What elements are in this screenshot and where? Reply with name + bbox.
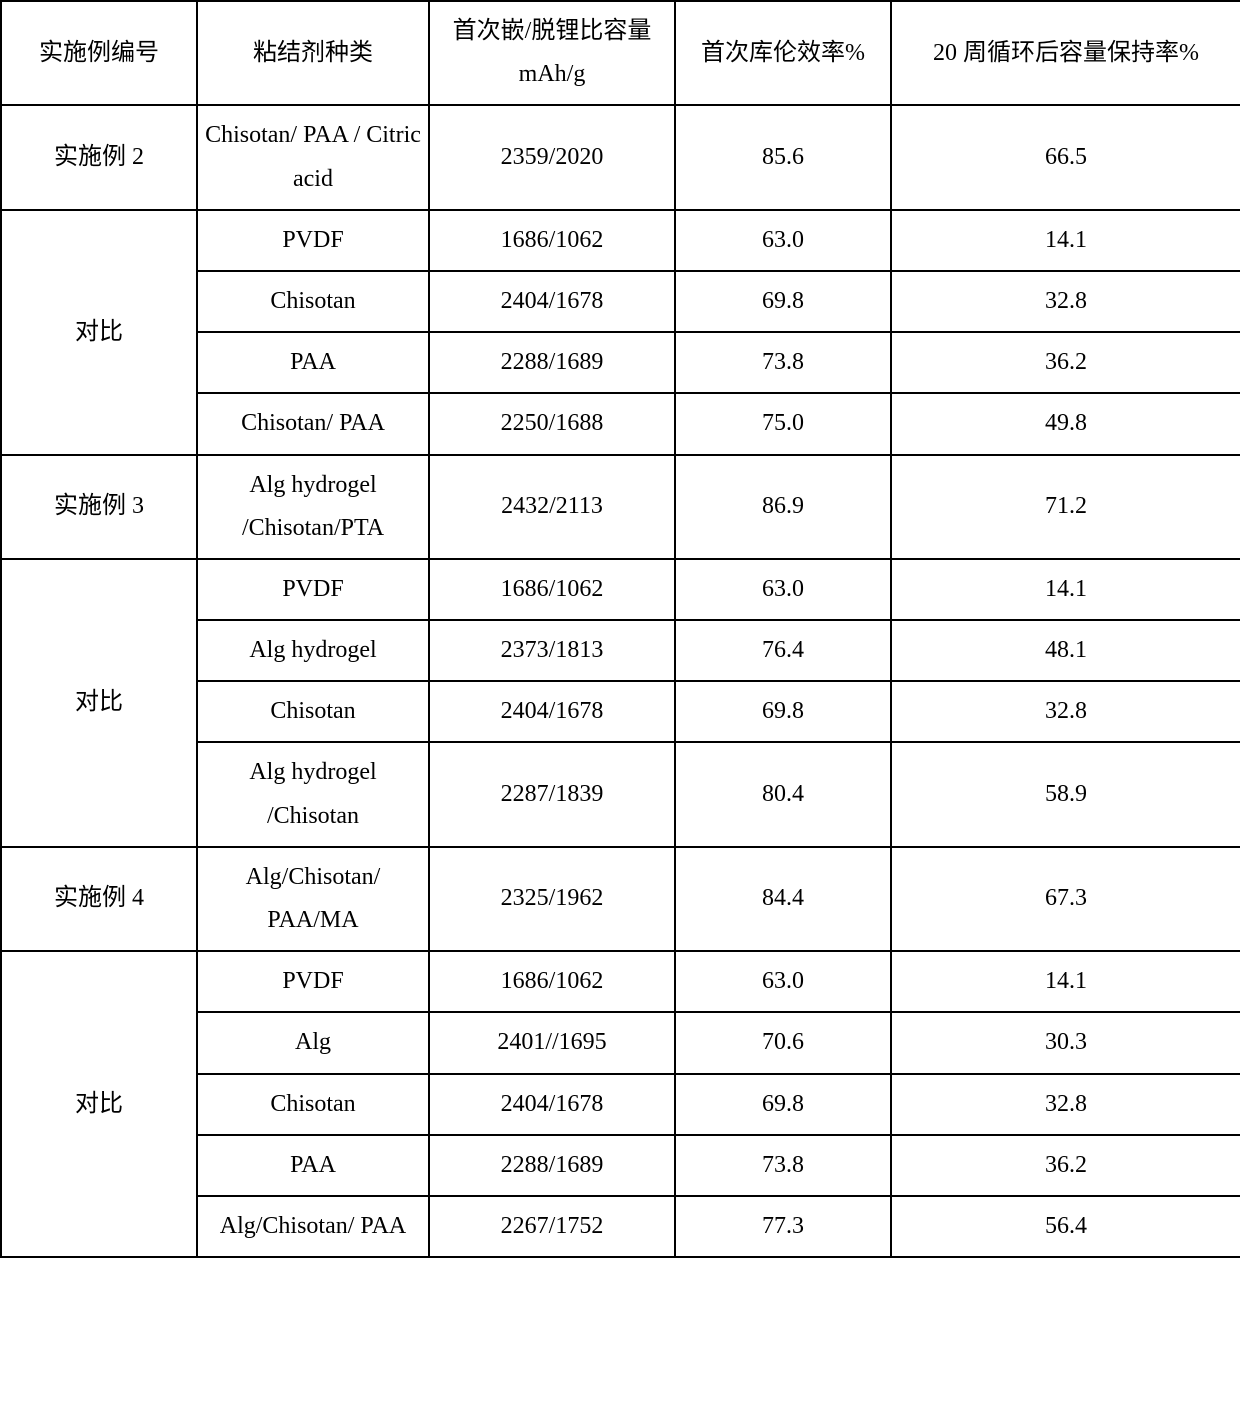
capacity-cell: 2404/1678 <box>429 1074 675 1135</box>
retention-cell: 32.8 <box>891 271 1240 332</box>
efficiency-cell: 84.4 <box>675 847 891 951</box>
retention-cell: 56.4 <box>891 1196 1240 1257</box>
capacity-cell: 1686/1062 <box>429 951 675 1012</box>
retention-cell: 49.8 <box>891 393 1240 454</box>
header-example-number: 实施例编号 <box>1 1 197 105</box>
efficiency-cell: 69.8 <box>675 271 891 332</box>
binder-type-cell: Chisotan <box>197 681 429 742</box>
retention-cell: 30.3 <box>891 1012 1240 1073</box>
efficiency-cell: 75.0 <box>675 393 891 454</box>
header-retention: 20 周循环后容量保持率% <box>891 1 1240 105</box>
capacity-cell: 2288/1689 <box>429 1135 675 1196</box>
efficiency-cell: 73.8 <box>675 332 891 393</box>
binder-type-cell: PVDF <box>197 951 429 1012</box>
capacity-cell: 2288/1689 <box>429 332 675 393</box>
example-number-cell: 对比 <box>1 951 197 1257</box>
capacity-cell: 2404/1678 <box>429 681 675 742</box>
capacity-cell: 2250/1688 <box>429 393 675 454</box>
efficiency-cell: 73.8 <box>675 1135 891 1196</box>
retention-cell: 14.1 <box>891 559 1240 620</box>
table-row: 实施例 3Alg hydrogel /Chisotan/PTA2432/2113… <box>1 455 1240 559</box>
retention-cell: 32.8 <box>891 681 1240 742</box>
table-body: 实施例编号 粘结剂种类 首次嵌/脱锂比容量 mAh/g 首次库伦效率% 20 周… <box>1 1 1240 1257</box>
retention-cell: 14.1 <box>891 210 1240 271</box>
capacity-cell: 2359/2020 <box>429 105 675 209</box>
capacity-cell: 2401//1695 <box>429 1012 675 1073</box>
binder-type-cell: Alg/Chisotan/ PAA/MA <box>197 847 429 951</box>
capacity-cell: 2325/1962 <box>429 847 675 951</box>
table-row: 对比PVDF1686/106263.014.1 <box>1 951 1240 1012</box>
binder-type-cell: Alg <box>197 1012 429 1073</box>
header-binder-type: 粘结剂种类 <box>197 1 429 105</box>
example-number-cell: 对比 <box>1 210 197 455</box>
efficiency-cell: 80.4 <box>675 742 891 846</box>
capacity-cell: 2432/2113 <box>429 455 675 559</box>
retention-cell: 36.2 <box>891 332 1240 393</box>
retention-cell: 48.1 <box>891 620 1240 681</box>
table-row: 实施例 2Chisotan/ PAA / Citric acid2359/202… <box>1 105 1240 209</box>
efficiency-cell: 76.4 <box>675 620 891 681</box>
efficiency-cell: 77.3 <box>675 1196 891 1257</box>
efficiency-cell: 70.6 <box>675 1012 891 1073</box>
header-capacity: 首次嵌/脱锂比容量 mAh/g <box>429 1 675 105</box>
retention-cell: 32.8 <box>891 1074 1240 1135</box>
efficiency-cell: 63.0 <box>675 951 891 1012</box>
example-number-cell: 实施例 3 <box>1 455 197 559</box>
capacity-cell: 2267/1752 <box>429 1196 675 1257</box>
retention-cell: 14.1 <box>891 951 1240 1012</box>
efficiency-cell: 85.6 <box>675 105 891 209</box>
table-row: 对比PVDF1686/106263.014.1 <box>1 210 1240 271</box>
retention-cell: 67.3 <box>891 847 1240 951</box>
binder-type-cell: PAA <box>197 332 429 393</box>
example-number-cell: 实施例 2 <box>1 105 197 209</box>
capacity-cell: 1686/1062 <box>429 210 675 271</box>
table-row: 实施例 4Alg/Chisotan/ PAA/MA2325/196284.467… <box>1 847 1240 951</box>
example-number-cell: 实施例 4 <box>1 847 197 951</box>
binder-type-cell: Chisotan/ PAA / Citric acid <box>197 105 429 209</box>
header-row: 实施例编号 粘结剂种类 首次嵌/脱锂比容量 mAh/g 首次库伦效率% 20 周… <box>1 1 1240 105</box>
table-row: 对比PVDF1686/106263.014.1 <box>1 559 1240 620</box>
binder-type-cell: Alg/Chisotan/ PAA <box>197 1196 429 1257</box>
efficiency-cell: 63.0 <box>675 210 891 271</box>
efficiency-cell: 63.0 <box>675 559 891 620</box>
example-number-cell: 对比 <box>1 559 197 847</box>
binder-type-cell: Alg hydrogel /Chisotan <box>197 742 429 846</box>
efficiency-cell: 69.8 <box>675 681 891 742</box>
capacity-cell: 2373/1813 <box>429 620 675 681</box>
binder-type-cell: Chisotan/ PAA <box>197 393 429 454</box>
capacity-cell: 1686/1062 <box>429 559 675 620</box>
binder-type-cell: PVDF <box>197 210 429 271</box>
capacity-cell: 2404/1678 <box>429 271 675 332</box>
binder-type-cell: Chisotan <box>197 1074 429 1135</box>
data-table: 实施例编号 粘结剂种类 首次嵌/脱锂比容量 mAh/g 首次库伦效率% 20 周… <box>0 0 1240 1258</box>
binder-type-cell: PVDF <box>197 559 429 620</box>
binder-type-cell: Alg hydrogel <box>197 620 429 681</box>
header-efficiency: 首次库伦效率% <box>675 1 891 105</box>
retention-cell: 58.9 <box>891 742 1240 846</box>
capacity-cell: 2287/1839 <box>429 742 675 846</box>
efficiency-cell: 69.8 <box>675 1074 891 1135</box>
retention-cell: 36.2 <box>891 1135 1240 1196</box>
retention-cell: 71.2 <box>891 455 1240 559</box>
binder-type-cell: Alg hydrogel /Chisotan/PTA <box>197 455 429 559</box>
binder-type-cell: Chisotan <box>197 271 429 332</box>
retention-cell: 66.5 <box>891 105 1240 209</box>
binder-type-cell: PAA <box>197 1135 429 1196</box>
efficiency-cell: 86.9 <box>675 455 891 559</box>
